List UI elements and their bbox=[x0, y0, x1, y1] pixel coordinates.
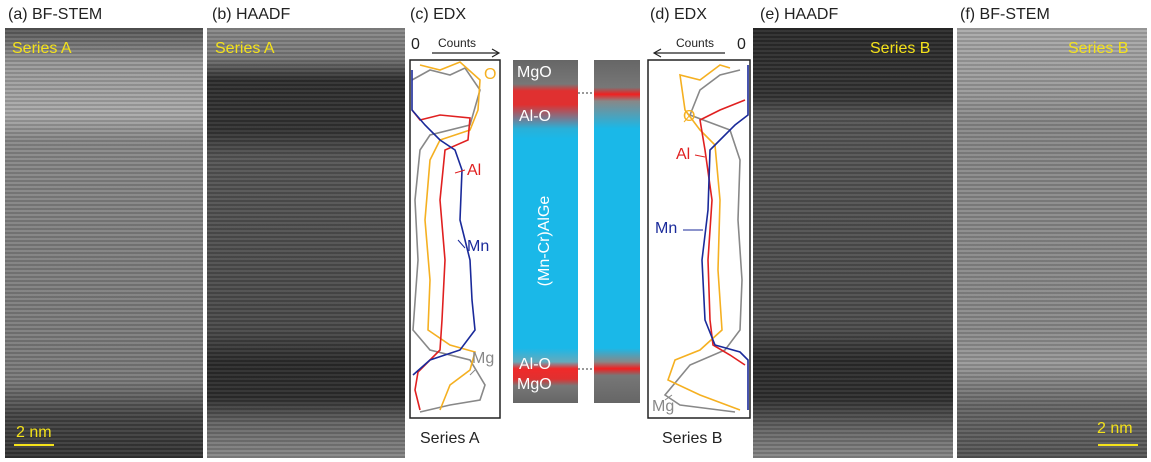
panel-label: (c) EDX bbox=[410, 6, 466, 24]
axis-label: Counts bbox=[438, 36, 476, 50]
figure: (a) BF-STEM (b) HAADF (c) EDX (d) EDX (e… bbox=[0, 0, 1151, 462]
axis-zero: 0 bbox=[411, 36, 420, 54]
series-caption: Series B bbox=[662, 430, 722, 448]
element-label: Al bbox=[676, 146, 690, 164]
scale-label: 2 nm bbox=[16, 424, 52, 442]
panel-label: (a) BF-STEM bbox=[8, 6, 102, 24]
element-label: Mn bbox=[467, 238, 489, 256]
layer-label: MgO bbox=[517, 64, 552, 82]
panel-label: (d) EDX bbox=[650, 6, 707, 24]
layer-label: MgO bbox=[517, 376, 552, 394]
element-label: O bbox=[683, 108, 695, 126]
connector bbox=[578, 93, 594, 369]
series-caption: Series A bbox=[420, 430, 480, 448]
series-label: Series B bbox=[1068, 40, 1128, 58]
element-label: Mn bbox=[655, 220, 677, 238]
layer-label: (Mn-Cr)AlGe bbox=[536, 196, 554, 287]
element-label: Mg bbox=[652, 398, 674, 416]
edx-frame bbox=[648, 60, 750, 418]
axis-arrow bbox=[432, 49, 725, 57]
element-label: Al bbox=[467, 162, 481, 180]
series-label: Series B bbox=[870, 40, 930, 58]
axis-zero: 0 bbox=[737, 36, 746, 54]
scale-label: 2 nm bbox=[1097, 420, 1133, 438]
series-label: Series A bbox=[215, 40, 275, 58]
layer-label: Al-O bbox=[519, 356, 551, 374]
panel-label: (e) HAADF bbox=[760, 6, 838, 24]
edx-graphics bbox=[0, 0, 1151, 462]
element-label: O bbox=[484, 66, 496, 84]
series-label: Series A bbox=[12, 40, 72, 58]
layer-label: Al-O bbox=[519, 108, 551, 126]
panel-label: (b) HAADF bbox=[212, 6, 290, 24]
panel-label: (f) BF-STEM bbox=[960, 6, 1050, 24]
layer-bar bbox=[594, 60, 640, 403]
axis-label: Counts bbox=[676, 36, 714, 50]
element-label: Mg bbox=[472, 350, 494, 368]
